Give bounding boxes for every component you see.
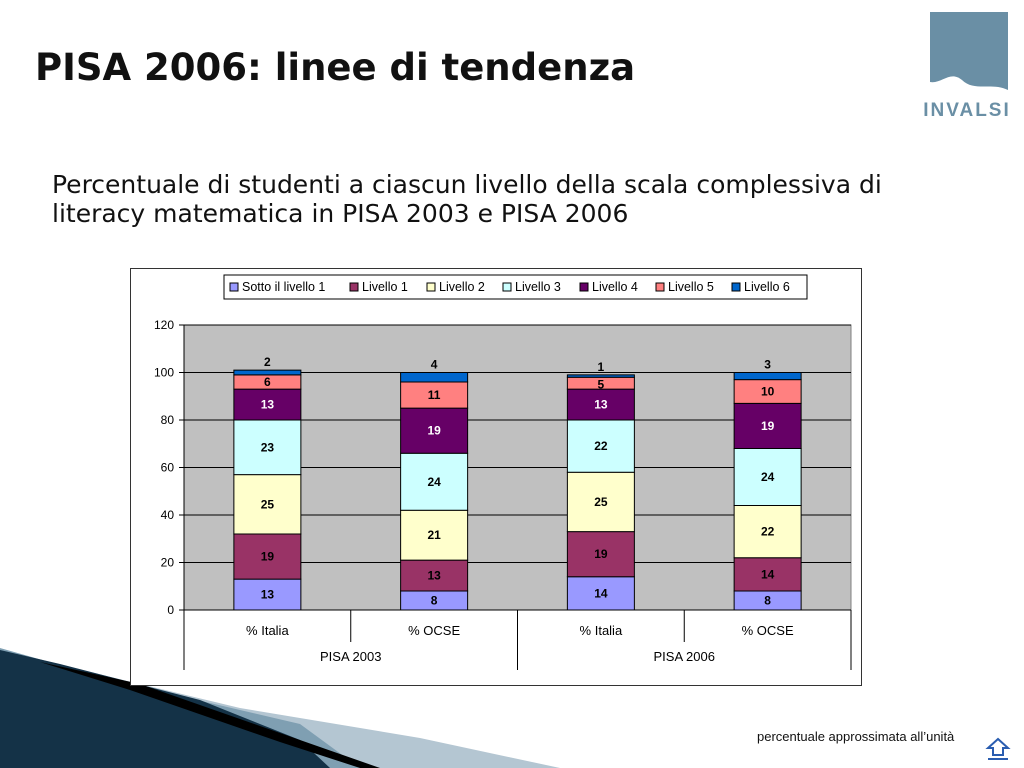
- data-label: 2: [264, 355, 271, 369]
- return-arrow-underline: [988, 758, 1008, 760]
- x-group-label: PISA 2003: [320, 649, 381, 664]
- data-label: 11: [428, 388, 441, 402]
- data-label: 22: [594, 439, 608, 453]
- return-arrow-icon[interactable]: [984, 735, 1012, 763]
- y-tick-label: 60: [161, 461, 175, 475]
- bar-segment: [233, 474, 302, 535]
- legend-swatch: [349, 282, 359, 292]
- bar-segment: [566, 576, 635, 611]
- bar-segment: [566, 419, 635, 473]
- footnote: percentuale approssimata all’unità: [757, 729, 955, 744]
- invalsi-logo: INVALSI: [923, 12, 1011, 121]
- data-label: 23: [261, 440, 275, 454]
- data-label: 22: [761, 525, 775, 539]
- x-category-label: % Italia: [580, 623, 623, 638]
- data-label: 10: [761, 385, 775, 399]
- data-label: 8: [431, 594, 438, 608]
- bar-segment: [733, 448, 802, 506]
- bar-segment: [233, 533, 302, 580]
- bar-segment: [733, 505, 802, 559]
- legend-box: [223, 274, 808, 300]
- legend-swatch: [426, 282, 436, 292]
- bar-segment: [566, 471, 635, 533]
- data-label: 8: [764, 594, 771, 608]
- bar-segment: [400, 381, 469, 409]
- data-label: 1: [598, 360, 605, 374]
- legend-swatch: [655, 282, 665, 292]
- legend-label: Livello 2: [439, 280, 485, 294]
- legend-label: Livello 1: [362, 280, 408, 294]
- chart-container: 0 20 40 60 80 100 120 13 19 25 23 13 6 2 8 13 21 24 19 11 4 1…: [130, 268, 862, 686]
- bar-segment: [400, 407, 469, 454]
- legend-swatch: [579, 282, 589, 292]
- chart-description: Percentuale di studenti a ciascun livell…: [52, 170, 882, 228]
- bar-segment: [400, 559, 469, 592]
- bar-segment: [233, 369, 302, 376]
- y-tick-label: 20: [161, 556, 175, 570]
- y-tick-label: 80: [161, 413, 175, 427]
- bar-segment: [733, 372, 802, 381]
- legend-label: Sotto il livello 1: [242, 280, 325, 294]
- data-label: 6: [264, 375, 271, 389]
- data-label: 13: [594, 398, 608, 412]
- logo-text: INVALSI: [923, 100, 1011, 121]
- data-label: 4: [431, 358, 438, 372]
- y-tick-label: 0: [167, 603, 174, 617]
- data-label: 24: [427, 475, 441, 489]
- data-label: 19: [261, 550, 275, 564]
- data-label: 13: [427, 569, 441, 583]
- logo-emblem: [930, 12, 1008, 90]
- legend-swatch: [229, 282, 239, 292]
- return-arrow-head: [985, 737, 1011, 756]
- legend-swatch: [502, 282, 512, 292]
- bar-segment: [400, 452, 469, 511]
- legend-label: Livello 3: [515, 280, 561, 294]
- stacked-bar-chart: 0204060801001201319252313628132124191141…: [154, 274, 852, 670]
- data-label: 14: [761, 567, 775, 581]
- x-category-label: % Italia: [246, 623, 289, 638]
- data-label: 25: [594, 495, 608, 509]
- bar-segment: [233, 578, 302, 611]
- legend-label: Livello 4: [592, 280, 638, 294]
- legend-label: Livello 5: [668, 280, 714, 294]
- data-label: 19: [427, 424, 441, 438]
- data-label: 3: [764, 358, 771, 372]
- x-category-label: % OCSE: [742, 623, 794, 638]
- data-label: 5: [598, 377, 605, 391]
- data-label: 24: [761, 470, 775, 484]
- bar-segment: [566, 388, 635, 421]
- bar-segment: [733, 402, 802, 449]
- data-label: 25: [261, 497, 275, 511]
- data-label: 19: [761, 419, 775, 433]
- data-label: 13: [261, 398, 275, 412]
- x-category-label: % OCSE: [408, 623, 460, 638]
- x-group-label: PISA 2006: [654, 649, 715, 664]
- slide-title: PISA 2006: linee di tendenza: [35, 46, 636, 89]
- y-tick-label: 100: [154, 366, 174, 380]
- y-tick-label: 40: [161, 508, 175, 522]
- data-label: 13: [261, 588, 275, 602]
- legend-swatch: [731, 282, 741, 292]
- bar-segment: [400, 372, 469, 383]
- bar-segment: [566, 374, 635, 378]
- y-tick-label: 120: [154, 318, 174, 332]
- data-label: 21: [427, 528, 441, 542]
- bar-segment: [566, 531, 635, 578]
- bar-segment: [233, 419, 302, 476]
- legend-label: Livello 6: [744, 280, 790, 294]
- bar-segment: [400, 509, 469, 561]
- data-label: 19: [594, 547, 608, 561]
- data-label: 14: [594, 586, 608, 600]
